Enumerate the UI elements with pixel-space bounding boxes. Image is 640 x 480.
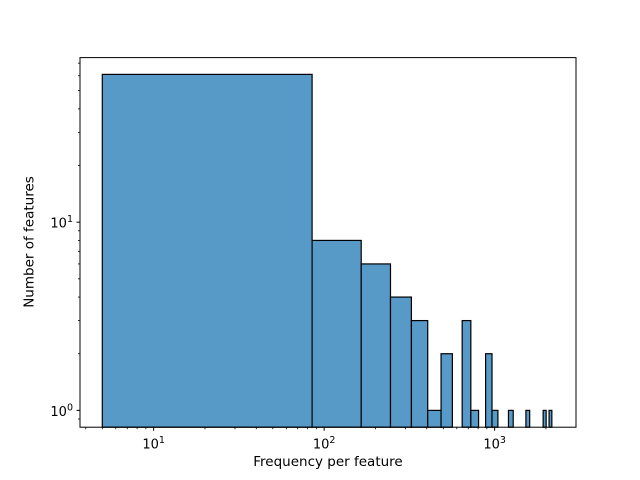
histogram-bar xyxy=(485,353,493,428)
histogram-bar xyxy=(311,239,362,428)
histogram-bar xyxy=(440,353,453,428)
y-tick-label: 101 xyxy=(50,214,73,232)
y-tick-label: 100 xyxy=(50,402,73,420)
histogram-bar xyxy=(410,319,429,428)
histogram-bar xyxy=(548,409,553,428)
x-tick-label: 102 xyxy=(313,435,336,453)
x-tick-label: 103 xyxy=(483,435,506,453)
histogram-bar xyxy=(491,409,499,428)
histogram-bar xyxy=(470,409,480,428)
y-axis-label: Number of features xyxy=(21,176,38,308)
histogram-bar xyxy=(389,296,413,428)
axes-box xyxy=(79,57,577,428)
histogram-bar xyxy=(525,409,531,428)
histogram-bar xyxy=(360,263,392,428)
histogram-bar xyxy=(101,73,313,428)
histogram-bar xyxy=(542,409,547,428)
histogram-bar xyxy=(507,409,514,428)
histogram-bar xyxy=(461,319,472,428)
histogram-bar xyxy=(427,409,442,428)
x-tick-label: 101 xyxy=(142,435,165,453)
x-axis-label: Frequency per feature xyxy=(253,454,403,470)
